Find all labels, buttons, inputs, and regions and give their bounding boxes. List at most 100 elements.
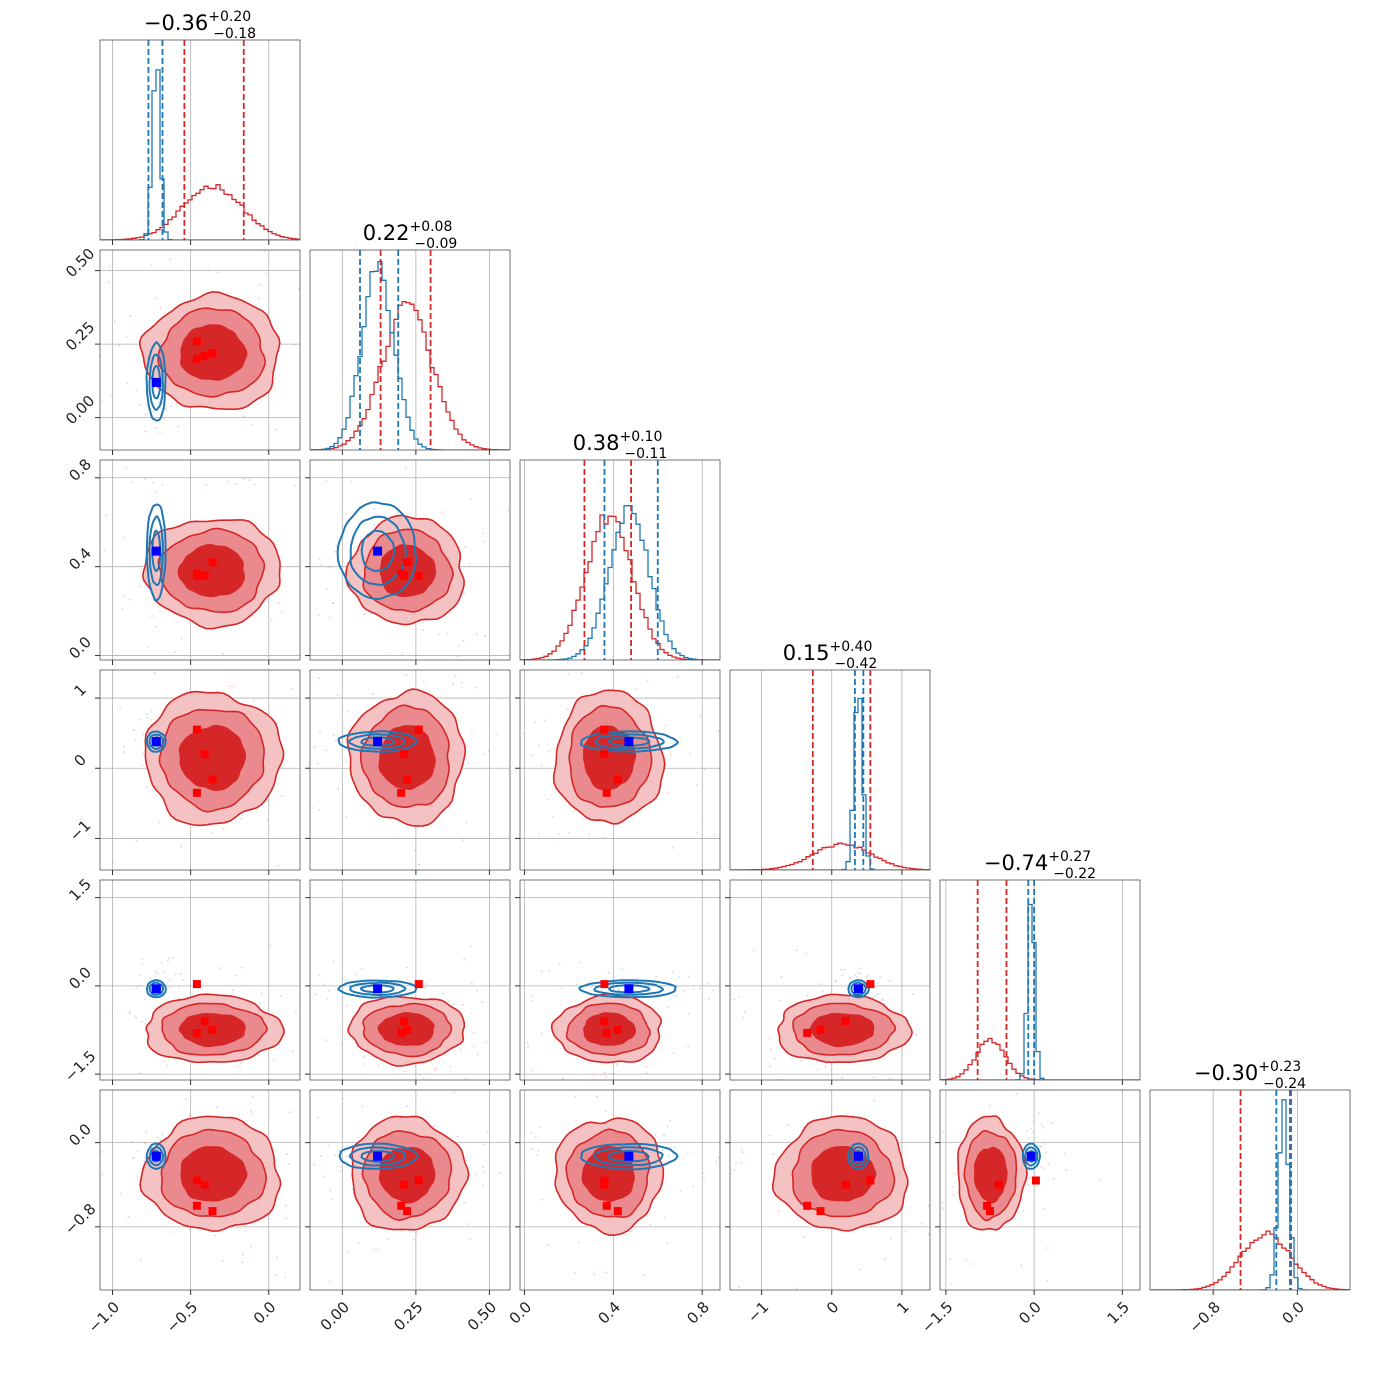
sample-point bbox=[332, 960, 335, 963]
marker-red-4-1-0 bbox=[400, 1017, 409, 1026]
panel-3-2 bbox=[520, 655, 720, 870]
marker-red-4-1-2 bbox=[403, 1026, 412, 1034]
panel-frame-4-1 bbox=[309, 879, 511, 1081]
sample-point bbox=[361, 1105, 364, 1108]
sample-point bbox=[152, 481, 154, 484]
sample-point bbox=[703, 769, 706, 771]
sample-point bbox=[521, 774, 523, 776]
sample-point bbox=[257, 297, 260, 300]
sample-point bbox=[495, 429, 497, 431]
sample-point bbox=[462, 1004, 465, 1006]
marker-blue-5-0 bbox=[151, 1151, 161, 1161]
sample-point bbox=[275, 1274, 278, 1276]
sample-point bbox=[887, 1003, 889, 1005]
sample-point bbox=[473, 1045, 476, 1048]
sample-point bbox=[245, 1229, 248, 1232]
sample-point bbox=[163, 1059, 166, 1062]
sample-point bbox=[580, 672, 583, 675]
sample-point bbox=[216, 271, 219, 274]
sample-point bbox=[383, 654, 386, 657]
sample-point bbox=[516, 558, 518, 560]
sample-point bbox=[854, 974, 857, 977]
sample-point bbox=[387, 1082, 389, 1084]
sample-point bbox=[251, 423, 254, 426]
sample-point bbox=[1048, 1163, 1050, 1165]
sample-point bbox=[141, 764, 144, 767]
sample-point bbox=[543, 719, 546, 722]
sample-point bbox=[695, 831, 698, 833]
sample-point bbox=[696, 655, 698, 657]
sample-point bbox=[440, 1098, 442, 1100]
sample-point bbox=[302, 623, 304, 625]
sample-point bbox=[683, 990, 686, 992]
sample-point bbox=[561, 986, 563, 989]
contour-blue-0-2-1 bbox=[336, 501, 418, 601]
sample-point bbox=[149, 977, 152, 980]
sample-point bbox=[575, 1119, 577, 1122]
sample-point bbox=[135, 986, 138, 989]
contour-blue-1-2-0 bbox=[148, 515, 164, 587]
sample-point bbox=[120, 1192, 122, 1195]
sample-point bbox=[1050, 1122, 1053, 1124]
sample-point bbox=[316, 1116, 319, 1119]
marker-red-4-3-3 bbox=[803, 1028, 812, 1037]
sample-point bbox=[344, 596, 346, 598]
sample-point bbox=[13, 278, 15, 280]
sample-point bbox=[482, 532, 485, 535]
sample-point bbox=[207, 265, 210, 268]
panel-3-1 bbox=[294, 670, 523, 870]
sample-point bbox=[491, 1035, 493, 1037]
sample-point bbox=[221, 1260, 224, 1262]
sample-point bbox=[834, 979, 837, 982]
sample-point bbox=[645, 1065, 648, 1068]
sample-point bbox=[738, 1286, 740, 1288]
sample-point bbox=[222, 653, 225, 655]
sample-point bbox=[151, 615, 153, 618]
sample-point bbox=[1026, 1057, 1028, 1059]
sample-point bbox=[733, 998, 736, 1001]
contour-blue-0-5-0 bbox=[145, 1142, 167, 1170]
sample-point bbox=[164, 683, 166, 685]
sample-point bbox=[740, 1149, 743, 1151]
sample-point bbox=[649, 1087, 651, 1089]
sample-point bbox=[437, 633, 440, 636]
sample-point bbox=[942, 1130, 944, 1133]
sample-point bbox=[469, 563, 471, 565]
sample-point bbox=[143, 1160, 146, 1163]
sample-point bbox=[243, 415, 246, 418]
x-tick-label-3-1: 0 bbox=[823, 1298, 842, 1317]
sample-point bbox=[1022, 1210, 1025, 1212]
sample-point bbox=[251, 1113, 254, 1115]
sample-point bbox=[180, 637, 183, 640]
sample-point bbox=[327, 424, 329, 426]
sample-point bbox=[1043, 1168, 1045, 1171]
marker-red-5-4-3 bbox=[983, 1201, 992, 1210]
sample-point bbox=[428, 1225, 431, 1228]
sample-point bbox=[314, 993, 317, 996]
sample-point bbox=[328, 566, 331, 569]
sample-point bbox=[347, 709, 350, 712]
marker-red-4-1-1 bbox=[414, 980, 423, 989]
sample-point bbox=[1030, 1127, 1032, 1130]
sample-point bbox=[314, 688, 316, 690]
marker-blue-4-3 bbox=[853, 984, 863, 994]
sample-point bbox=[335, 544, 338, 547]
marker-red-4-0-1 bbox=[192, 980, 201, 989]
sample-point bbox=[337, 495, 339, 497]
sample-point bbox=[294, 817, 296, 819]
sample-point bbox=[303, 1028, 305, 1030]
sample-point bbox=[362, 1063, 365, 1065]
sample-point bbox=[457, 655, 460, 658]
sample-point bbox=[342, 1097, 344, 1100]
marker-red-5-4-2 bbox=[986, 1207, 994, 1216]
sample-point bbox=[482, 1184, 484, 1187]
sample-point bbox=[827, 1090, 829, 1092]
panel-frame-1-1 bbox=[309, 249, 511, 451]
sample-point bbox=[351, 914, 353, 916]
sample-point bbox=[1065, 1169, 1067, 1172]
sample-point bbox=[474, 686, 477, 689]
sample-point bbox=[676, 676, 679, 678]
sample-point bbox=[353, 988, 356, 990]
sample-point bbox=[482, 1171, 485, 1174]
sample-point bbox=[692, 1185, 695, 1188]
